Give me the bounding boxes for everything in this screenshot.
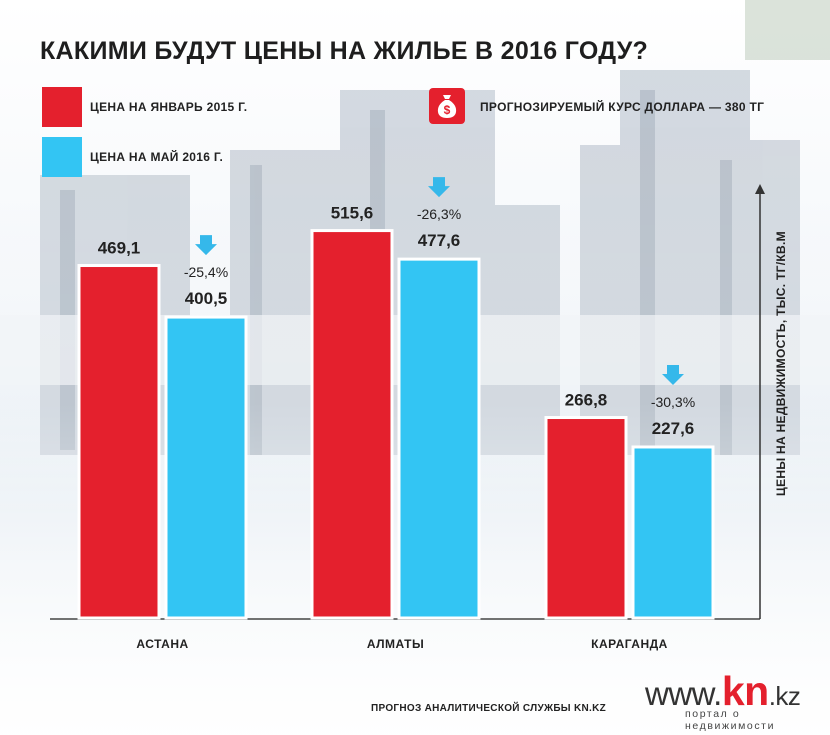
svg-text:$: $ xyxy=(444,103,451,117)
footer-source: ПРОГНОЗ АНАЛИТИЧЕСКОЙ СЛУЖБЫ KN.KZ xyxy=(371,703,607,714)
bar-may2016-astana xyxy=(164,315,248,620)
forecast-rate-label: ПРОГНОЗИРУЕМЫЙ КУРС ДОЛЛАРА — 380 ТГ xyxy=(480,100,765,114)
bar-may2016-almaty xyxy=(397,257,481,620)
logo-kz: .kz xyxy=(768,681,801,711)
value-label-may2016-astana: 400,5 xyxy=(185,289,228,308)
kn-logo: www.kn.kz xyxy=(645,668,801,715)
category-label-karaganda: КАРАГАНДА xyxy=(591,637,668,651)
money-bag-icon: $ xyxy=(429,88,465,124)
category-label-almaty: АЛМАТЫ xyxy=(367,637,424,651)
value-label-jan2015-astana: 469,1 xyxy=(98,239,141,258)
change-label-astana: -25,4% xyxy=(184,264,228,280)
legend-label-jan2015: ЦЕНА НА ЯНВАРЬ 2015 Г. xyxy=(90,100,248,114)
legend-swatch-jan2015 xyxy=(42,87,82,127)
change-label-karaganda: -30,3% xyxy=(651,394,695,410)
bar-jan2015-astana xyxy=(77,264,161,620)
value-label-may2016-almaty: 477,6 xyxy=(418,231,461,250)
legend-swatch-may2016 xyxy=(42,137,82,177)
down-arrow-icon xyxy=(428,177,450,198)
logo-www: www. xyxy=(645,675,722,712)
bar-may2016-karaganda xyxy=(631,445,715,620)
down-arrow-icon xyxy=(662,364,684,385)
bar-jan2015-karaganda xyxy=(544,416,628,620)
value-label-jan2015-almaty: 515,6 xyxy=(331,204,374,223)
bar-jan2015-almaty xyxy=(310,229,394,620)
category-label-astana: АСТАНА xyxy=(136,637,188,651)
y-axis-title: ЦЕНЫ НА НЕДВИЖИМОСТЬ, ТЫС. ТГ/КВ.М xyxy=(774,231,788,496)
chart-title: КАКИМИ БУДУТ ЦЕНЫ НА ЖИЛЬЕ В 2016 ГОДУ? xyxy=(40,37,649,65)
down-arrow-icon xyxy=(195,235,217,256)
value-label-jan2015-karaganda: 266,8 xyxy=(565,391,608,410)
logo-subtitle: портал о недвижимости xyxy=(685,708,776,732)
legend-label-may2016: ЦЕНА НА МАЙ 2016 Г. xyxy=(90,150,224,164)
logo-kn: kn xyxy=(721,668,769,714)
change-label-almaty: -26,3% xyxy=(417,206,461,222)
y-axis-arrowhead xyxy=(755,184,765,194)
value-label-may2016-karaganda: 227,6 xyxy=(652,419,695,438)
